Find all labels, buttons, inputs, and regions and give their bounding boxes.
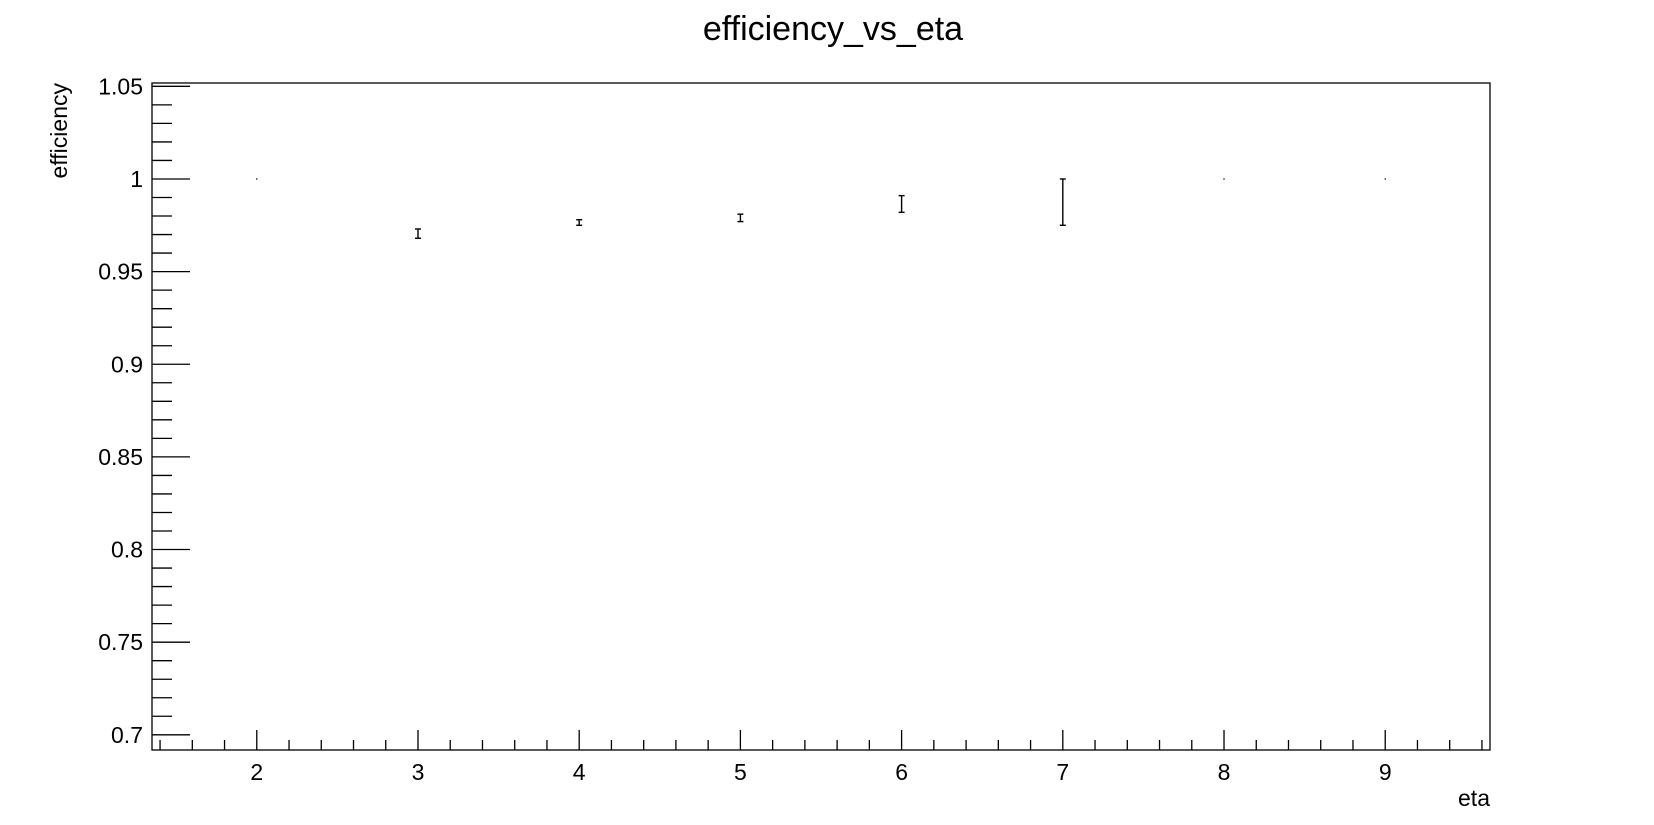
x-axis-label: eta bbox=[1458, 785, 1490, 811]
x-tick-label: 7 bbox=[1056, 759, 1069, 785]
y-tick-label: 0.75 bbox=[98, 629, 143, 655]
data-point bbox=[1059, 178, 1066, 226]
y-axis: 0.7 0.75 0.8 0.85 0.9 0.95 1 1.05 bbox=[98, 73, 190, 748]
data-point bbox=[898, 194, 905, 214]
data-series bbox=[256, 178, 1386, 239]
x-tick-label: 2 bbox=[250, 759, 263, 785]
plot-frame bbox=[151, 82, 1491, 751]
x-tick-label: 5 bbox=[734, 759, 747, 785]
data-point bbox=[737, 213, 744, 223]
y-tick-label: 0.8 bbox=[111, 537, 143, 563]
x-tick-label: 6 bbox=[895, 759, 908, 785]
y-tick-label: 0.85 bbox=[98, 444, 143, 470]
y-tick-label: 0.7 bbox=[111, 722, 143, 748]
x-tick-label: 3 bbox=[412, 759, 425, 785]
data-point bbox=[576, 219, 583, 226]
y-tick-label: 0.95 bbox=[98, 259, 143, 285]
y-tick-label: 1 bbox=[130, 166, 143, 192]
y-tick-label: 0.9 bbox=[111, 351, 143, 377]
chart-title: efficiency_vs_eta bbox=[703, 10, 963, 48]
data-point bbox=[414, 228, 421, 239]
y-axis-label: efficiency bbox=[46, 83, 72, 179]
x-tick-label: 8 bbox=[1218, 759, 1231, 785]
y-tick-label: 1.05 bbox=[98, 73, 143, 99]
x-axis: 2 3 4 5 6 7 8 9 bbox=[159, 730, 1483, 785]
x-tick-label: 4 bbox=[573, 759, 586, 785]
x-tick-label: 9 bbox=[1379, 759, 1392, 785]
